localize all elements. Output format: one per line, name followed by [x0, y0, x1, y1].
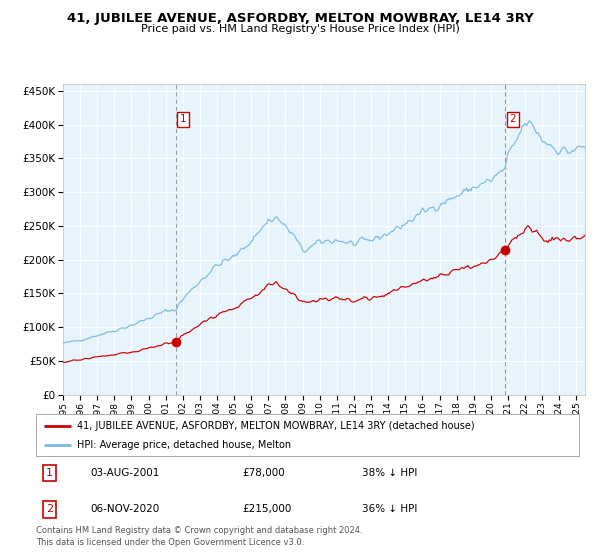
Text: 03-AUG-2001: 03-AUG-2001	[91, 468, 160, 478]
Text: £215,000: £215,000	[242, 505, 292, 515]
Text: 2: 2	[509, 114, 516, 124]
Text: Contains HM Land Registry data © Crown copyright and database right 2024.
This d: Contains HM Land Registry data © Crown c…	[36, 526, 362, 547]
Text: HPI: Average price, detached house, Melton: HPI: Average price, detached house, Melt…	[77, 441, 291, 450]
Text: 06-NOV-2020: 06-NOV-2020	[91, 505, 160, 515]
Text: 41, JUBILEE AVENUE, ASFORDBY, MELTON MOWBRAY, LE14 3RY (detached house): 41, JUBILEE AVENUE, ASFORDBY, MELTON MOW…	[77, 421, 475, 431]
Text: 2: 2	[46, 505, 53, 515]
Text: 1: 1	[180, 114, 187, 124]
Text: 1: 1	[46, 468, 53, 478]
Text: 38% ↓ HPI: 38% ↓ HPI	[362, 468, 417, 478]
Text: 36% ↓ HPI: 36% ↓ HPI	[362, 505, 417, 515]
Text: £78,000: £78,000	[242, 468, 285, 478]
Text: Price paid vs. HM Land Registry's House Price Index (HPI): Price paid vs. HM Land Registry's House …	[140, 24, 460, 34]
Text: 41, JUBILEE AVENUE, ASFORDBY, MELTON MOWBRAY, LE14 3RY: 41, JUBILEE AVENUE, ASFORDBY, MELTON MOW…	[67, 12, 533, 25]
